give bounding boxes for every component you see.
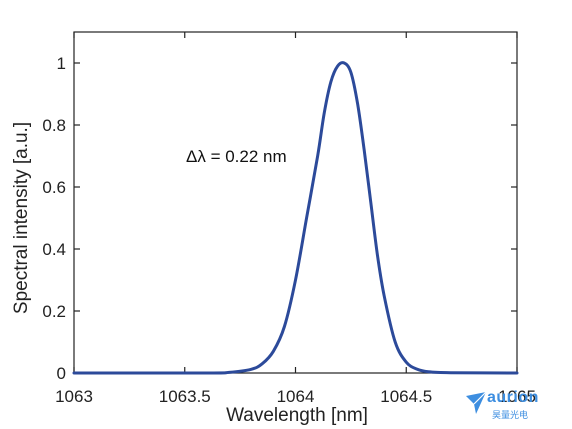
x-axis-label: Wavelength [nm] xyxy=(226,405,368,426)
paper-plane-icon xyxy=(466,391,487,414)
spectrum-line xyxy=(72,61,519,375)
y-tick-label: 1 xyxy=(57,54,66,73)
plot-frame xyxy=(73,31,518,374)
x-axis-ticks: 1063 1063.5 1064 1064.5 1065 xyxy=(55,32,536,406)
y-tick-label: 0 xyxy=(57,364,66,383)
y-tick-label: 0.8 xyxy=(42,116,66,135)
x-tick-label: 1064 xyxy=(277,387,315,406)
y-tick-label: 0.6 xyxy=(42,178,66,197)
logo-wordmark: aurion xyxy=(487,389,539,406)
brand-logo: aurion 昊量光电 xyxy=(462,386,572,426)
linewidth-annotation: Δλ = 0.22 nm xyxy=(186,147,287,166)
y-axis-ticks: 0 0.2 0.4 0.6 0.8 1 xyxy=(42,54,517,383)
y-tick-label: 0.4 xyxy=(42,240,66,259)
x-tick-label: 1063.5 xyxy=(159,387,211,406)
y-tick-label: 0.2 xyxy=(42,302,66,321)
y-axis-label: Spectral intensity [a.u.] xyxy=(11,122,32,314)
x-tick-label: 1063 xyxy=(55,387,93,406)
logo-subtitle: 昊量光电 xyxy=(492,411,529,421)
x-tick-label: 1065 xyxy=(498,387,536,406)
x-tick-label: 1064.5 xyxy=(380,387,432,406)
